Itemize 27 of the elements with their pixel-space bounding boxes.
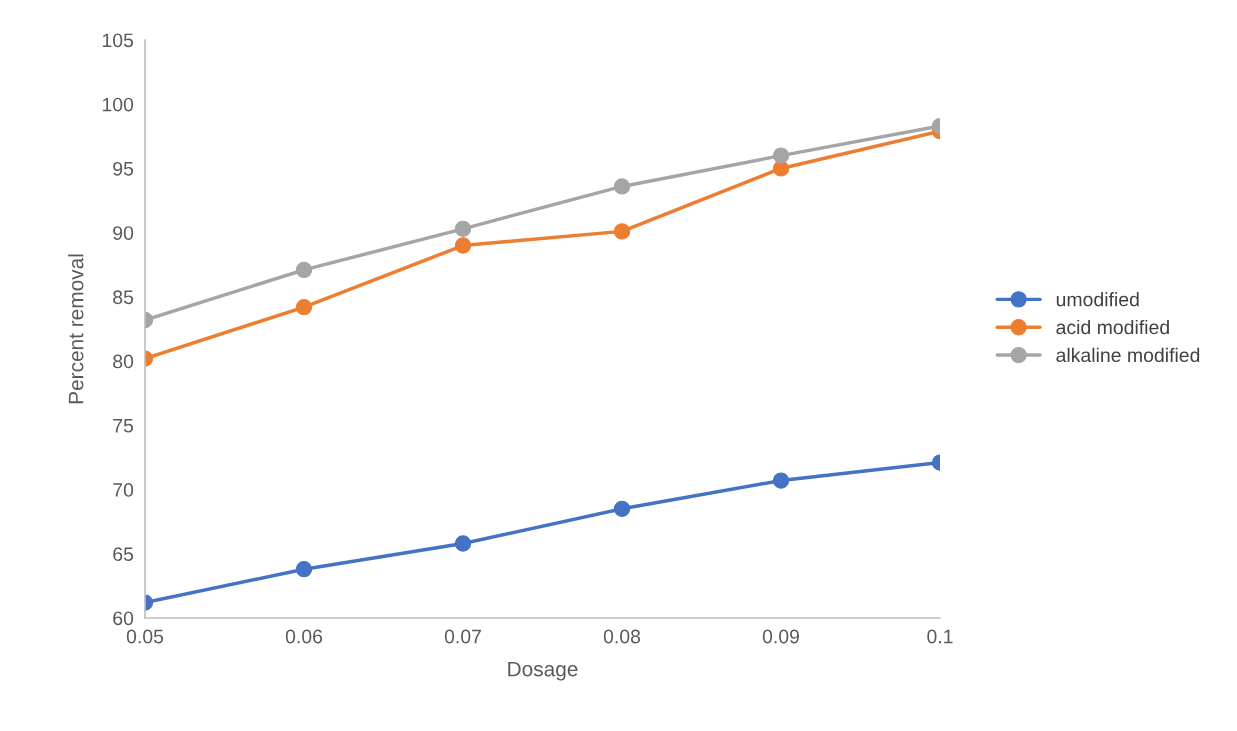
- legend-label: alkaline modified: [1056, 347, 1200, 363]
- x-tick-label: 0.1: [927, 629, 953, 644]
- point: [454, 220, 472, 237]
- legend-label: umodified: [1056, 292, 1139, 307]
- y-tick-label: 85: [113, 290, 134, 305]
- point: [454, 237, 472, 254]
- legend-label: acid modified: [1056, 319, 1169, 335]
- x-tick-label: 0.08: [603, 629, 641, 644]
- y-tick-label: 100: [102, 97, 134, 112]
- point: [454, 535, 472, 552]
- x-tick-label: 0.09: [762, 629, 799, 644]
- x-tick-label: 0.06: [285, 629, 323, 644]
- x-tick-label: 0.05: [126, 629, 164, 644]
- y-tick-label: 80: [113, 354, 134, 369]
- y-tick-label: 70: [113, 483, 134, 497]
- y-axis-title: Percent removal: [68, 254, 84, 404]
- y-tick-label: 65: [113, 547, 134, 562]
- point: [613, 223, 631, 240]
- x-axis-title: Dosage: [508, 661, 578, 681]
- y-tick-label: 90: [113, 226, 134, 240]
- point: [613, 178, 631, 195]
- y-tick-label: 60: [113, 611, 134, 626]
- y-tick-label: 75: [113, 419, 134, 433]
- y-tick-label: 95: [113, 161, 134, 176]
- y-tick-label: 105: [102, 33, 134, 48]
- point: [613, 500, 631, 517]
- x-tick-label: 0.07: [444, 629, 481, 644]
